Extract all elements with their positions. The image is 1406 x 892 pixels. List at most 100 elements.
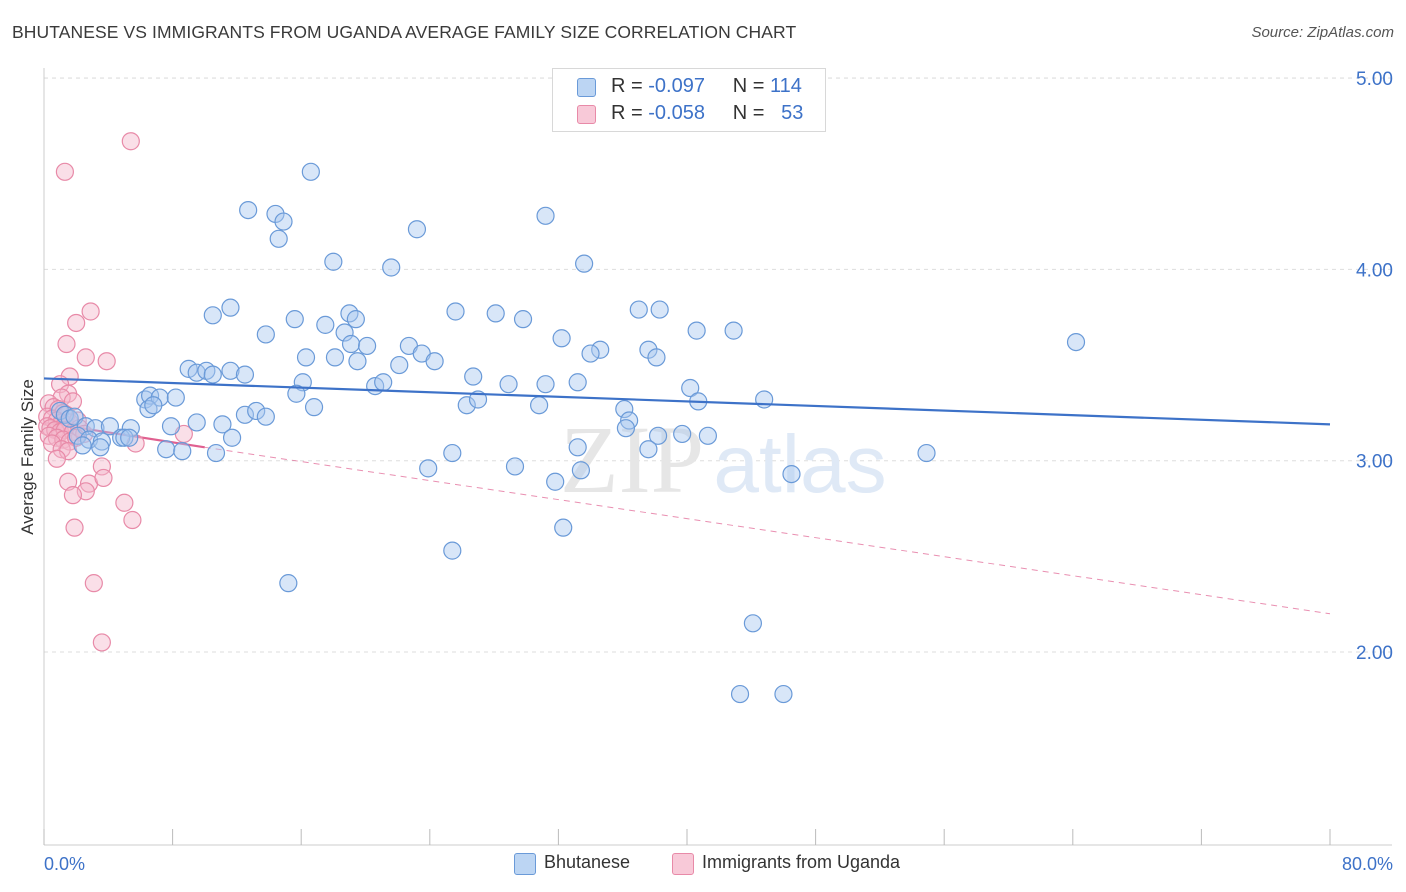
data-point-bhutanese [144,396,163,415]
data-point-bhutanese [235,365,255,384]
data-point-bhutanese [581,344,600,363]
data-point-bhutanese [468,390,488,409]
data-point-bhutanese [419,459,438,478]
data-point-bhutanese [239,200,258,220]
data-point-bhutanese [91,438,110,457]
data-point-uganda [65,518,84,537]
data-point-bhutanese [222,428,242,447]
data-point-bhutanese [187,413,206,432]
data-point-bhutanese [269,229,288,248]
data-point-uganda [92,633,111,652]
data-point-uganda [84,574,103,593]
data-point-bhutanese [698,426,717,445]
data-point-bhutanese [221,298,240,317]
data-point-bhutanese [681,378,700,398]
data-point-bhutanese [73,436,92,455]
tick-labels: 2.00 3.00 4.00 5.00 0.0% 80.0% [44,69,1393,874]
y-tick-label: 5.00 [1356,69,1393,90]
data-point-bhutanese [616,419,636,438]
data-point-bhutanese [213,415,232,434]
axes [43,68,1392,846]
data-point-uganda [47,449,66,468]
data-point-bhutanese [1066,332,1086,352]
r-label: R = [611,75,643,97]
data-point-bhutanese [505,457,525,476]
data-point-bhutanese [743,614,763,633]
data-point-bhutanese [221,361,240,380]
bhutanese-points [50,162,1086,704]
data-point-uganda [52,440,71,459]
data-point-bhutanese [304,398,324,417]
data-point-uganda [63,486,83,505]
data-point-bhutanese [425,352,444,371]
data-point-uganda [94,468,113,488]
data-point-bhutanese [546,472,565,491]
legend-label-bhutanese: Bhutanese [544,852,631,872]
data-point-bhutanese [552,329,571,348]
gridlines [44,77,1392,653]
data-point-bhutanese [536,206,555,225]
data-point-uganda [123,510,142,530]
data-point-bhutanese [568,373,587,392]
data-point-bhutanese [341,334,361,354]
data-point-bhutanese [274,212,293,231]
data-point-bhutanese [115,428,134,447]
data-point-bhutanese [407,220,427,239]
data-point-bhutanese [499,375,518,394]
trend-line-uganda-extension [204,446,1331,615]
data-point-bhutanese [235,405,255,424]
y-tick-label: 3.00 [1356,452,1393,473]
r-label: R = [611,102,643,124]
data-point-bhutanese [571,461,591,480]
y-tick-label: 4.00 [1356,260,1393,281]
data-point-bhutanese [100,417,120,436]
data-point-bhutanese [530,396,549,415]
data-point-uganda [59,472,78,491]
series-legend: Bhutanese Immigrants from Uganda [0,852,1406,876]
data-point-uganda [57,334,76,354]
data-point-bhutanese [639,440,658,459]
data-point-bhutanese [591,340,610,359]
watermark-zip: ZIP [560,406,704,513]
data-point-bhutanese [346,310,365,329]
data-point-uganda [76,348,95,367]
n-value: 53 [781,102,804,124]
data-point-bhutanese [285,310,304,329]
data-point-bhutanese [287,384,306,403]
data-point-bhutanese [513,310,533,329]
chart-title: BHUTANESE VS IMMIGRANTS FROM UGANDA AVER… [12,22,797,42]
data-point-bhutanese [206,443,226,463]
pink-swatch [577,105,596,124]
data-point-bhutanese [247,401,266,421]
uganda-points [38,132,193,652]
data-point-bhutanese [687,321,706,340]
data-point-bhutanese [173,442,192,461]
data-point-bhutanese [730,684,750,704]
data-point-bhutanese [256,325,275,344]
data-point-bhutanese [650,300,669,319]
data-point-bhutanese [374,373,393,392]
data-point-bhutanese [443,541,462,560]
data-point-bhutanese [568,438,587,457]
data-point-bhutanese [166,388,185,407]
data-point-bhutanese [390,355,409,375]
data-point-bhutanese [120,428,139,447]
data-point-bhutanese [301,162,320,181]
data-point-bhutanese [382,258,401,277]
data-point-bhutanese [161,417,181,436]
data-point-bhutanese [536,375,555,394]
data-point-bhutanese [486,304,505,323]
stats-legend: R = -0.097 N = 114 R = -0.058 N = 53 [552,68,826,132]
blue-swatch [577,78,596,97]
trend-line-bhutanese [43,377,1331,426]
data-point-bhutanese [774,684,793,704]
data-point-bhutanese [724,321,743,340]
data-point-bhutanese [615,399,634,419]
data-point-uganda [55,162,74,181]
data-point-uganda [97,352,116,371]
data-point-bhutanese [554,518,573,537]
data-point-uganda [67,313,86,333]
y-tick-label: 2.00 [1356,643,1393,664]
pink-swatch [672,853,694,875]
